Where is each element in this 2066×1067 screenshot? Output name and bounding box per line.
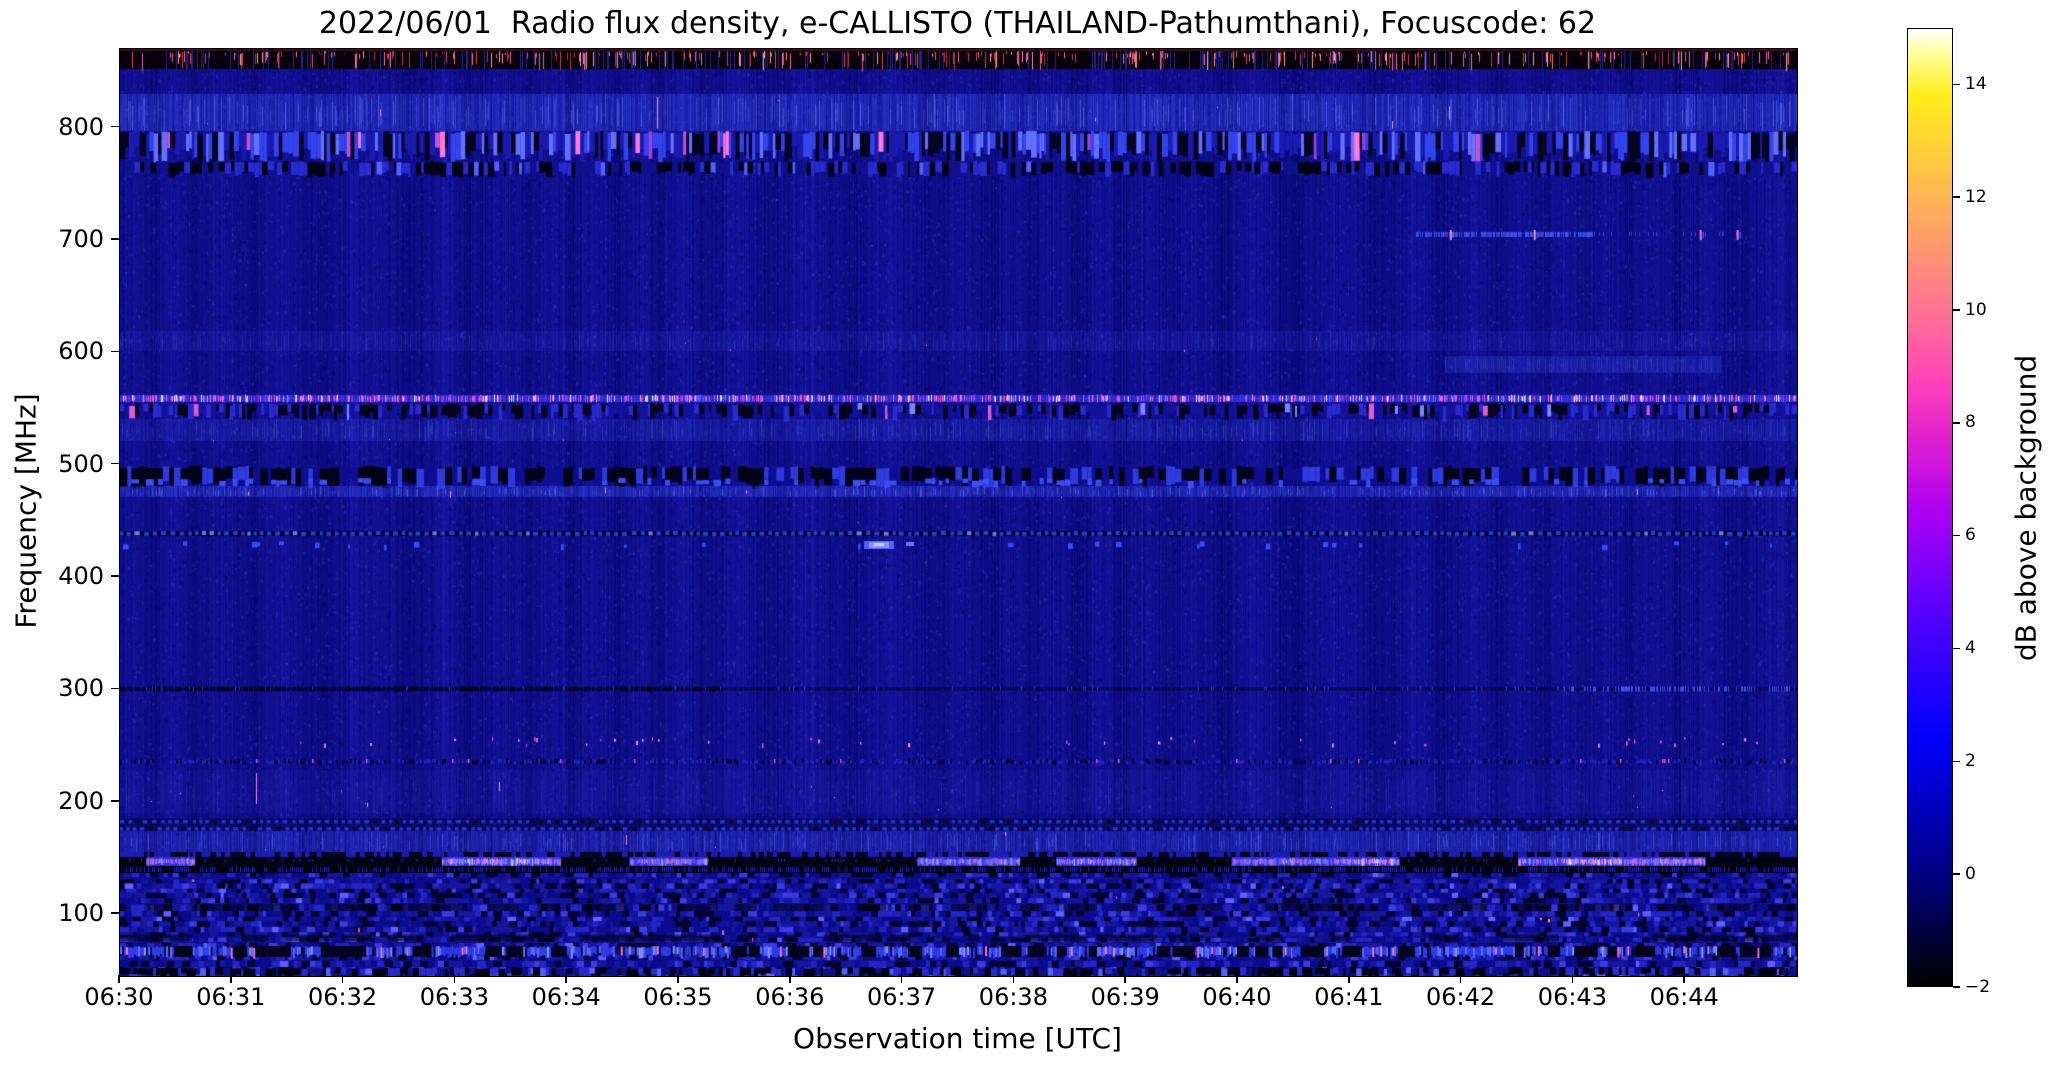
x-tick-mark [1236,975,1238,983]
colorbar-tick-mark [1953,647,1960,650]
x-tick-mark [900,975,903,983]
x-tick-label: 06:34 [531,983,601,1011]
x-tick-label: 06:36 [755,983,825,1011]
x-tick-mark [1348,975,1350,983]
colorbar-tick-label: 12 [1965,186,1987,207]
y-tick-mark [111,575,119,577]
colorbar-tick-mark [1953,534,1960,537]
colorbar-tick-mark [1953,422,1960,424]
x-tick-mark [341,975,344,983]
y-tick-label: 800 [58,112,104,141]
colorbar-tick-mark [1953,986,1960,988]
x-tick-label: 06:39 [1090,983,1160,1011]
y-tick-mark [111,800,119,802]
y-tick-mark [111,462,119,465]
y-tick-mark [111,125,119,128]
x-tick-label: 06:38 [978,983,1048,1011]
x-tick-label: 06:42 [1426,983,1496,1011]
x-tick-label: 06:40 [1202,983,1272,1011]
y-tick-label: 400 [58,562,104,591]
x-tick-label: 06:41 [1314,983,1384,1011]
y-tick-label: 300 [58,674,104,703]
x-tick-label: 06:37 [867,983,937,1011]
y-tick-label: 600 [58,337,104,366]
y-tick-label: 500 [58,449,104,478]
colorbar-tick-mark [1953,760,1960,763]
colorbar-tick-label: 14 [1965,73,1987,94]
x-tick-mark [1124,975,1126,983]
x-tick-mark [230,975,232,983]
x-tick-label: 06:43 [1537,983,1607,1011]
colorbar-tick-mark [1953,196,1960,198]
colorbar-tick-label: 0 [1965,863,1976,884]
y-axis-label: Frequency [MHz] [9,393,43,629]
colorbar-tick-mark [1953,83,1960,86]
x-tick-mark [789,975,791,983]
colorbar-label: dB above background [2009,354,2043,662]
x-tick-label: 06:35 [643,983,713,1011]
x-tick-label: 06:31 [196,983,266,1011]
x-tick-label: 06:44 [1649,983,1719,1011]
y-tick-mark [111,350,119,353]
x-tick-mark [565,975,567,983]
colorbar-tick-mark [1953,309,1960,311]
y-tick-label: 100 [58,899,104,928]
colorbar-tick-label: 2 [1965,750,1976,771]
colorbar [1907,28,1953,987]
colorbar-tick-label: 4 [1965,638,1976,659]
x-tick-mark [677,975,679,983]
colorbar-tick-label: 6 [1965,525,1976,546]
x-tick-mark [118,975,120,983]
x-tick-label: 06:32 [308,983,378,1011]
colorbar-tick-label: 10 [1965,299,1987,320]
colorbar-tick-label: 8 [1965,412,1976,433]
x-tick-mark [1571,975,1574,983]
x-axis-label: Observation time [UTC] [793,1022,1122,1055]
spectrogram-heatmap [119,48,1798,977]
y-tick-label: 700 [58,225,104,254]
y-tick-mark [111,238,119,240]
chart-title: 2022/06/01 Radio flux density, e-CALLIST… [318,6,1597,41]
x-tick-label: 06:30 [84,983,154,1011]
colorbar-tick-mark [1953,873,1960,875]
y-tick-mark [111,687,119,690]
x-tick-mark [453,975,456,983]
x-tick-mark [1459,975,1462,983]
x-tick-mark [1683,975,1685,983]
colorbar-tick-label: −2 [1965,976,1991,997]
x-tick-label: 06:33 [419,983,489,1011]
y-tick-label: 200 [58,786,104,815]
y-tick-mark [111,912,119,914]
x-tick-mark [1012,975,1015,983]
